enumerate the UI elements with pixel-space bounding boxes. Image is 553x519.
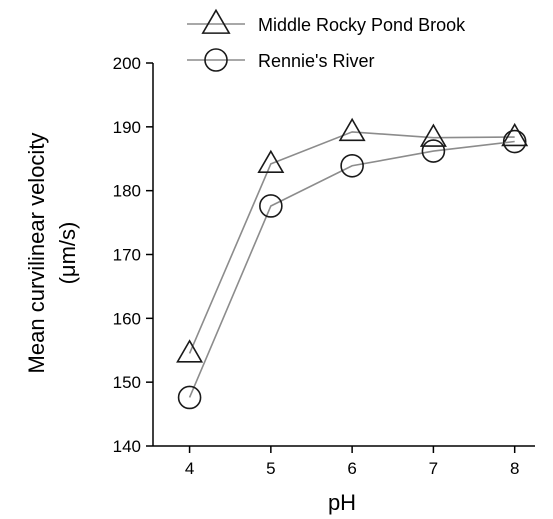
triangle-marker	[176, 339, 204, 363]
y-axis-label-line2: (μm/s)	[55, 222, 80, 285]
y-tick-label: 160	[113, 309, 141, 328]
y-tick-label: 150	[113, 373, 141, 392]
y-tick-label: 200	[113, 54, 141, 73]
series-group	[176, 117, 529, 410]
series-middle-rocky-pond-brook	[176, 117, 529, 363]
series-line	[188, 140, 515, 398]
x-tick-label: 8	[510, 459, 519, 478]
x-tick-label: 5	[266, 459, 275, 478]
triangle-marker	[419, 123, 447, 147]
y-axis-label-line1: Mean curvilinear velocity	[24, 133, 49, 374]
legend: Middle Rocky Pond Brook Rennie's River	[187, 8, 466, 72]
legend-item: Middle Rocky Pond Brook	[187, 8, 466, 35]
y-tick-label: 190	[113, 118, 141, 137]
axes: 140 150 160 170 180 190 200 4 5 6 7 8	[113, 54, 535, 478]
legend-label: Middle Rocky Pond Brook	[258, 15, 466, 35]
y-tick-label: 180	[113, 182, 141, 201]
circle-marker	[177, 385, 202, 410]
legend-item: Rennie's River	[187, 48, 374, 72]
circle-marker	[502, 129, 527, 154]
x-tick-label: 4	[185, 459, 194, 478]
x-tick-label: 7	[429, 459, 438, 478]
y-tick-label: 170	[113, 246, 141, 265]
circle-marker	[259, 194, 283, 218]
series-rennies-river	[177, 129, 527, 410]
x-axis-label: pH	[328, 490, 356, 515]
y-tick-label: 140	[113, 437, 141, 456]
circle-marker	[421, 139, 446, 163]
legend-label: Rennie's River	[258, 51, 374, 71]
triangle-marker	[338, 117, 366, 142]
triangle-marker	[257, 149, 285, 174]
legend-triangle-marker	[201, 8, 231, 34]
legend-circle-marker	[204, 48, 228, 72]
x-tick-label: 6	[347, 459, 356, 478]
series-line	[188, 131, 515, 354]
triangle-marker	[501, 122, 529, 147]
circle-marker	[340, 153, 364, 178]
